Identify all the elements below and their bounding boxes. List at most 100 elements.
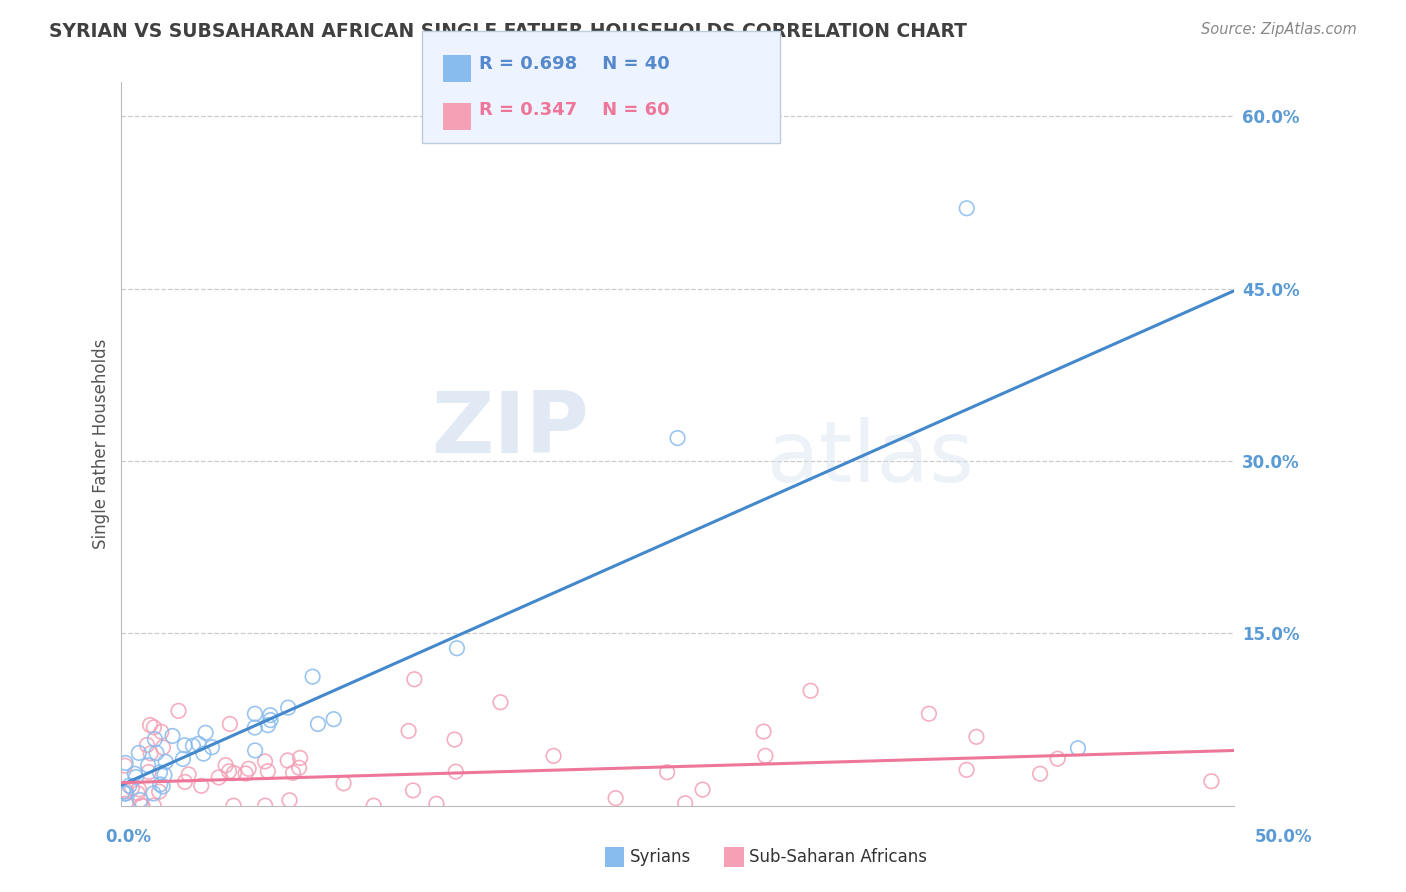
Point bbox=[443, 732, 465, 747]
Point bbox=[139, 718, 162, 732]
Point bbox=[150, 724, 173, 739]
Text: R = 0.698    N = 40: R = 0.698 N = 40 bbox=[479, 55, 671, 73]
Point bbox=[143, 732, 166, 747]
Point bbox=[605, 791, 627, 805]
Point bbox=[167, 704, 190, 718]
Point bbox=[173, 775, 195, 789]
Point bbox=[114, 758, 136, 772]
Point bbox=[363, 798, 385, 813]
Point bbox=[177, 767, 200, 781]
Point bbox=[118, 779, 141, 793]
Point bbox=[752, 724, 775, 739]
Point bbox=[277, 700, 299, 714]
Point bbox=[142, 798, 165, 813]
Point bbox=[115, 786, 138, 800]
Point bbox=[288, 761, 311, 775]
Point bbox=[125, 770, 148, 784]
Y-axis label: Single Father Households: Single Father Households bbox=[93, 339, 110, 549]
Point bbox=[194, 726, 217, 740]
Point bbox=[965, 730, 987, 744]
Point bbox=[114, 797, 136, 811]
Point bbox=[446, 641, 468, 656]
Point bbox=[259, 708, 281, 723]
Point bbox=[666, 431, 689, 445]
Point bbox=[131, 798, 153, 813]
Point bbox=[208, 771, 231, 785]
Point bbox=[136, 738, 159, 752]
Point bbox=[288, 751, 311, 765]
Point bbox=[278, 793, 301, 807]
Point bbox=[214, 758, 236, 772]
Point bbox=[131, 798, 153, 813]
Point bbox=[1046, 752, 1069, 766]
Point bbox=[124, 766, 146, 780]
Point bbox=[238, 762, 260, 776]
Point bbox=[149, 777, 172, 791]
Point bbox=[254, 798, 277, 813]
Point bbox=[114, 756, 136, 770]
Point bbox=[489, 695, 512, 709]
Point bbox=[692, 782, 714, 797]
Point bbox=[193, 747, 215, 761]
Point bbox=[257, 764, 280, 779]
Point bbox=[277, 754, 299, 768]
Point bbox=[201, 740, 224, 755]
Point bbox=[128, 782, 150, 797]
Point bbox=[162, 729, 184, 743]
Point bbox=[800, 683, 823, 698]
Point bbox=[129, 793, 152, 807]
Point bbox=[754, 748, 776, 763]
Text: SYRIAN VS SUBSAHARAN AFRICAN SINGLE FATHER HOUSEHOLDS CORRELATION CHART: SYRIAN VS SUBSAHARAN AFRICAN SINGLE FATH… bbox=[49, 22, 967, 41]
Text: R = 0.347    N = 60: R = 0.347 N = 60 bbox=[479, 101, 671, 119]
Point bbox=[235, 766, 257, 780]
Point bbox=[115, 784, 138, 798]
Point bbox=[187, 737, 209, 751]
Point bbox=[152, 740, 174, 755]
Point bbox=[543, 748, 565, 763]
Point bbox=[138, 765, 160, 780]
Point bbox=[332, 776, 354, 790]
Point bbox=[111, 784, 134, 798]
Point bbox=[243, 721, 266, 735]
Point bbox=[257, 718, 280, 732]
Point bbox=[322, 712, 344, 726]
Point bbox=[153, 768, 176, 782]
Point bbox=[114, 787, 136, 801]
Point bbox=[956, 201, 979, 215]
Point bbox=[655, 765, 678, 780]
Point bbox=[149, 765, 172, 780]
Point bbox=[128, 746, 150, 760]
Point bbox=[398, 723, 420, 738]
Point bbox=[955, 763, 977, 777]
Point bbox=[1029, 766, 1052, 780]
Text: Syrians: Syrians bbox=[630, 848, 692, 866]
Point bbox=[136, 758, 159, 772]
Point bbox=[173, 739, 195, 753]
Point bbox=[218, 764, 240, 779]
Point bbox=[222, 766, 245, 780]
Point bbox=[243, 706, 266, 721]
Text: Sub-Saharan Africans: Sub-Saharan Africans bbox=[749, 848, 928, 866]
Point bbox=[281, 765, 304, 780]
Point bbox=[301, 670, 323, 684]
Point bbox=[148, 785, 170, 799]
Point bbox=[152, 780, 174, 794]
Point bbox=[139, 747, 162, 761]
Point bbox=[222, 798, 245, 813]
Text: 0.0%: 0.0% bbox=[105, 828, 152, 846]
Point bbox=[172, 752, 194, 766]
Text: Source: ZipAtlas.com: Source: ZipAtlas.com bbox=[1201, 22, 1357, 37]
Point bbox=[127, 786, 149, 800]
Point bbox=[425, 797, 447, 811]
Text: atlas: atlas bbox=[766, 417, 974, 500]
Text: 50.0%: 50.0% bbox=[1254, 828, 1312, 846]
Point bbox=[190, 779, 212, 793]
Point bbox=[402, 783, 425, 797]
Point bbox=[253, 755, 276, 769]
Point bbox=[145, 746, 167, 760]
Point bbox=[1067, 741, 1090, 756]
Point bbox=[121, 780, 143, 795]
Text: ZIP: ZIP bbox=[430, 388, 589, 471]
Point bbox=[673, 796, 696, 810]
Point bbox=[181, 739, 204, 753]
